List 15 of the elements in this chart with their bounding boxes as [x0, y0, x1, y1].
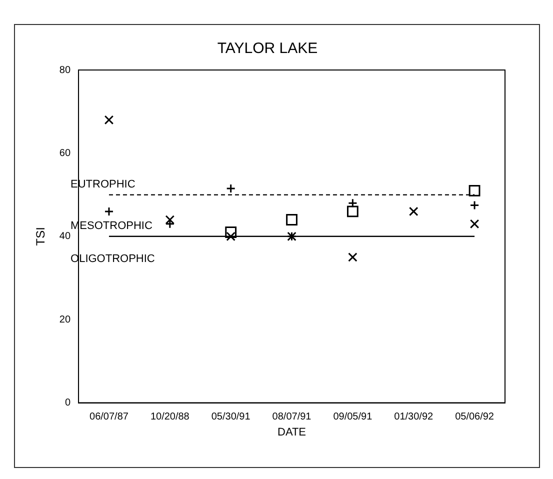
- y-tick-label: 40: [59, 231, 71, 242]
- chart-title: TAYLOR LAKE: [217, 40, 318, 58]
- x-tick-label: 10/20/88: [150, 412, 190, 423]
- y-tick-label: 0: [64, 398, 71, 409]
- x-tick-label: 01/30/92: [394, 412, 434, 423]
- y-tick-label: 80: [59, 64, 71, 76]
- x-tick-label: 09/05/91: [333, 412, 373, 423]
- y-axis-title: TSI: [34, 227, 48, 246]
- y-tick-label: 60: [59, 148, 71, 159]
- x-tick-label: 05/30/91: [211, 412, 251, 423]
- y-tick-label: 20: [59, 314, 71, 326]
- x-axis-title: DATE: [277, 426, 306, 438]
- x-tick-label: 05/06/92: [455, 412, 494, 423]
- x-tick-label: 06/07/87: [90, 412, 129, 423]
- x-tick-label: 08/07/91: [272, 412, 312, 423]
